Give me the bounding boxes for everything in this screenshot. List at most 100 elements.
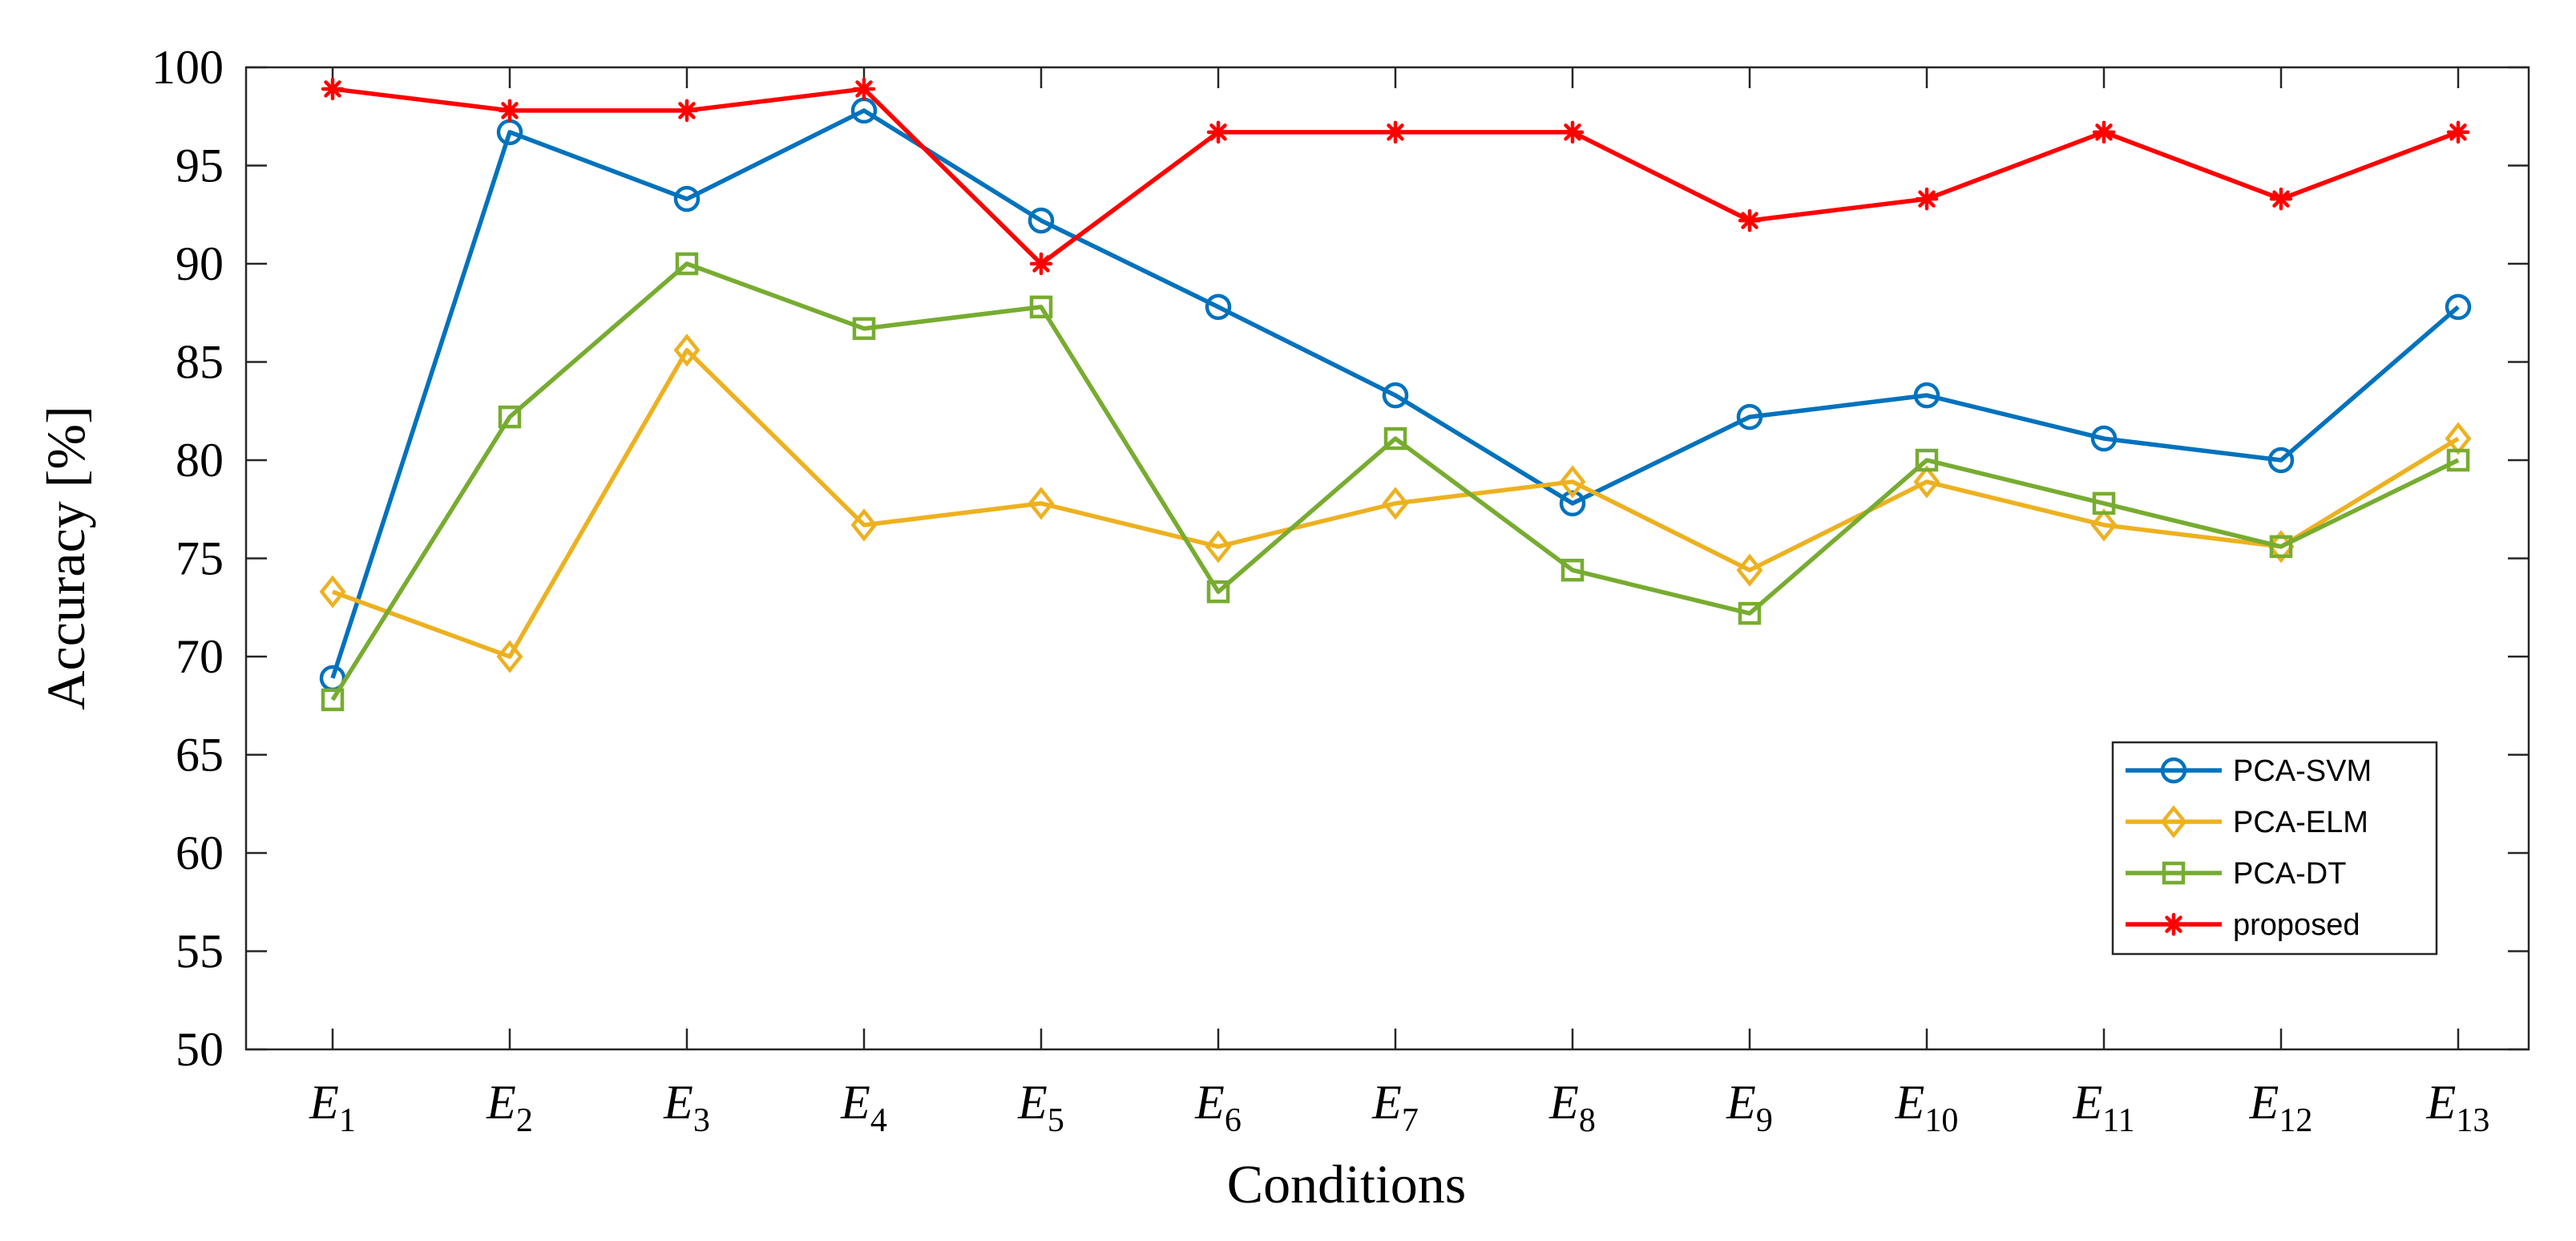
series-pca-svm [319,97,2472,692]
data-point-pca-svm [1559,490,1586,517]
data-point-pca-svm [1913,382,1940,409]
y-tick-label: 95 [176,139,224,192]
y-tick-label: 60 [176,827,224,879]
x-tick-label: E10 [1895,1076,1959,1139]
data-point-proposed [1561,120,1585,144]
legend-marker [2160,805,2187,839]
x-tick-label: E11 [2072,1076,2134,1139]
data-point-pca-dt [1206,580,1230,604]
data-point-proposed [1915,187,1939,211]
y-tick-label: 85 [176,336,224,389]
x-tick-label: E13 [2426,1076,2490,1139]
data-point-proposed [1029,252,1053,276]
data-point-pca-elm [1913,465,1940,499]
x-tick-label: E5 [1017,1076,1064,1139]
y-tick-label: 50 [176,1023,224,1076]
x-tick-label-subscript: 2 [516,1102,533,1139]
legend: PCA-SVM PCA-ELM PCA-DT proposed [2111,741,2438,956]
data-point-pca-elm [1205,530,1232,564]
x-tick-label-subscript: 3 [693,1102,710,1139]
data-point-pca-elm [1559,465,1586,499]
data-point-pca-elm [496,640,523,673]
legend-marker [2162,912,2186,936]
x-tick-label-subscript: 12 [2279,1102,2312,1139]
asterisk-stroke [1918,190,1936,208]
data-point-proposed [2446,120,2470,144]
x-tick-label-subscript: 10 [1924,1102,1958,1139]
data-point-pca-dt [498,405,522,429]
data-point-proposed [852,77,876,101]
data-point-pca-elm [1028,487,1055,520]
y-tick-label: 80 [176,434,224,487]
data-point-proposed [321,77,345,101]
data-point-pca-elm [1382,487,1409,520]
data-point-pca-svm [2445,293,2472,321]
x-tick-label-subscript: 13 [2456,1102,2489,1139]
x-axis-title: Conditions [1227,1154,1467,1215]
asterisk-stroke [1564,123,1581,141]
legend-entry-pca-dt: PCA-DT [2126,857,2346,891]
legend-marker [2162,861,2186,885]
legend-label: proposed [2233,908,2360,942]
data-point-pca-dt [2269,535,2293,559]
x-tick-label: E9 [1726,1076,1773,1139]
asterisk-stroke [1741,212,1758,229]
x-tick-label: E8 [1548,1076,1596,1139]
data-point-pca-elm [319,575,346,608]
legend-label: PCA-ELM [2233,806,2368,839]
series-proposed [321,77,2470,276]
y-tick-label: 90 [176,237,224,290]
x-tick-label-subscript: 1 [339,1102,356,1139]
data-point-pca-dt [1738,601,1762,625]
x-tick-label-base: E [1017,1076,1048,1129]
x-tick-label-base: E [1726,1076,1756,1129]
data-point-proposed [2269,187,2293,211]
data-point-pca-dt [1029,295,1053,319]
data-point-proposed [1383,120,1407,144]
y-tick-label: 65 [176,729,224,782]
asterisk-stroke [2449,123,2467,141]
data-point-pca-elm [2090,508,2118,542]
data-point-pca-dt [2092,491,2116,515]
y-tick-label: 70 [176,630,224,683]
data-point-pca-svm [1028,207,1055,234]
asterisk-stroke [1209,123,1227,141]
x-tick-label-base: E [486,1076,516,1129]
data-point-pca-svm [1736,403,1763,431]
series-line-pca-elm [332,348,2460,659]
x-tick-label-subscript: 6 [1225,1102,1242,1139]
x-tick-label-base: E [1548,1076,1579,1129]
x-tick-label: E4 [840,1076,887,1139]
x-tick-label-subscript: 8 [1579,1102,1596,1139]
legend-label: PCA-DT [2233,857,2346,891]
x-tick-label: E1 [309,1076,356,1139]
x-axis: E1 E2 E3 E4 E5 E6 E7 E8 E9 E10 E11 E12 E13 [309,67,2489,1139]
data-point-proposed [498,99,522,123]
data-point-pca-dt [675,252,699,276]
x-tick-label-subscript: 4 [870,1102,887,1139]
data-point-pca-dt [321,688,345,712]
asterisk-stroke [501,102,519,119]
asterisk-stroke [1387,123,1404,141]
series-layer [319,77,2472,712]
legend-label: PCA-SVM [2233,754,2372,788]
y-tick-label: 100 [151,41,224,94]
y-tick-label: 75 [176,532,224,585]
data-point-proposed [1738,208,1762,232]
data-point-pca-dt [852,317,876,341]
x-tick-label: E3 [663,1076,710,1139]
legend-entry-proposed: proposed [2126,908,2360,942]
asterisk-stroke [2272,190,2290,208]
x-tick-label-base: E [309,1076,339,1129]
x-tick-label: E12 [2249,1076,2313,1139]
data-point-pca-svm [2090,425,2118,452]
data-point-pca-svm [673,185,701,212]
asterisk-stroke [855,80,873,98]
data-point-pca-svm [1205,293,1232,321]
asterisk-stroke [324,80,341,98]
data-point-pca-dt [2446,448,2470,472]
data-point-pca-dt [1915,448,1939,472]
x-tick-label-subscript: 5 [1048,1102,1064,1139]
legend-entry-pca-svm: PCA-SVM [2126,754,2372,788]
